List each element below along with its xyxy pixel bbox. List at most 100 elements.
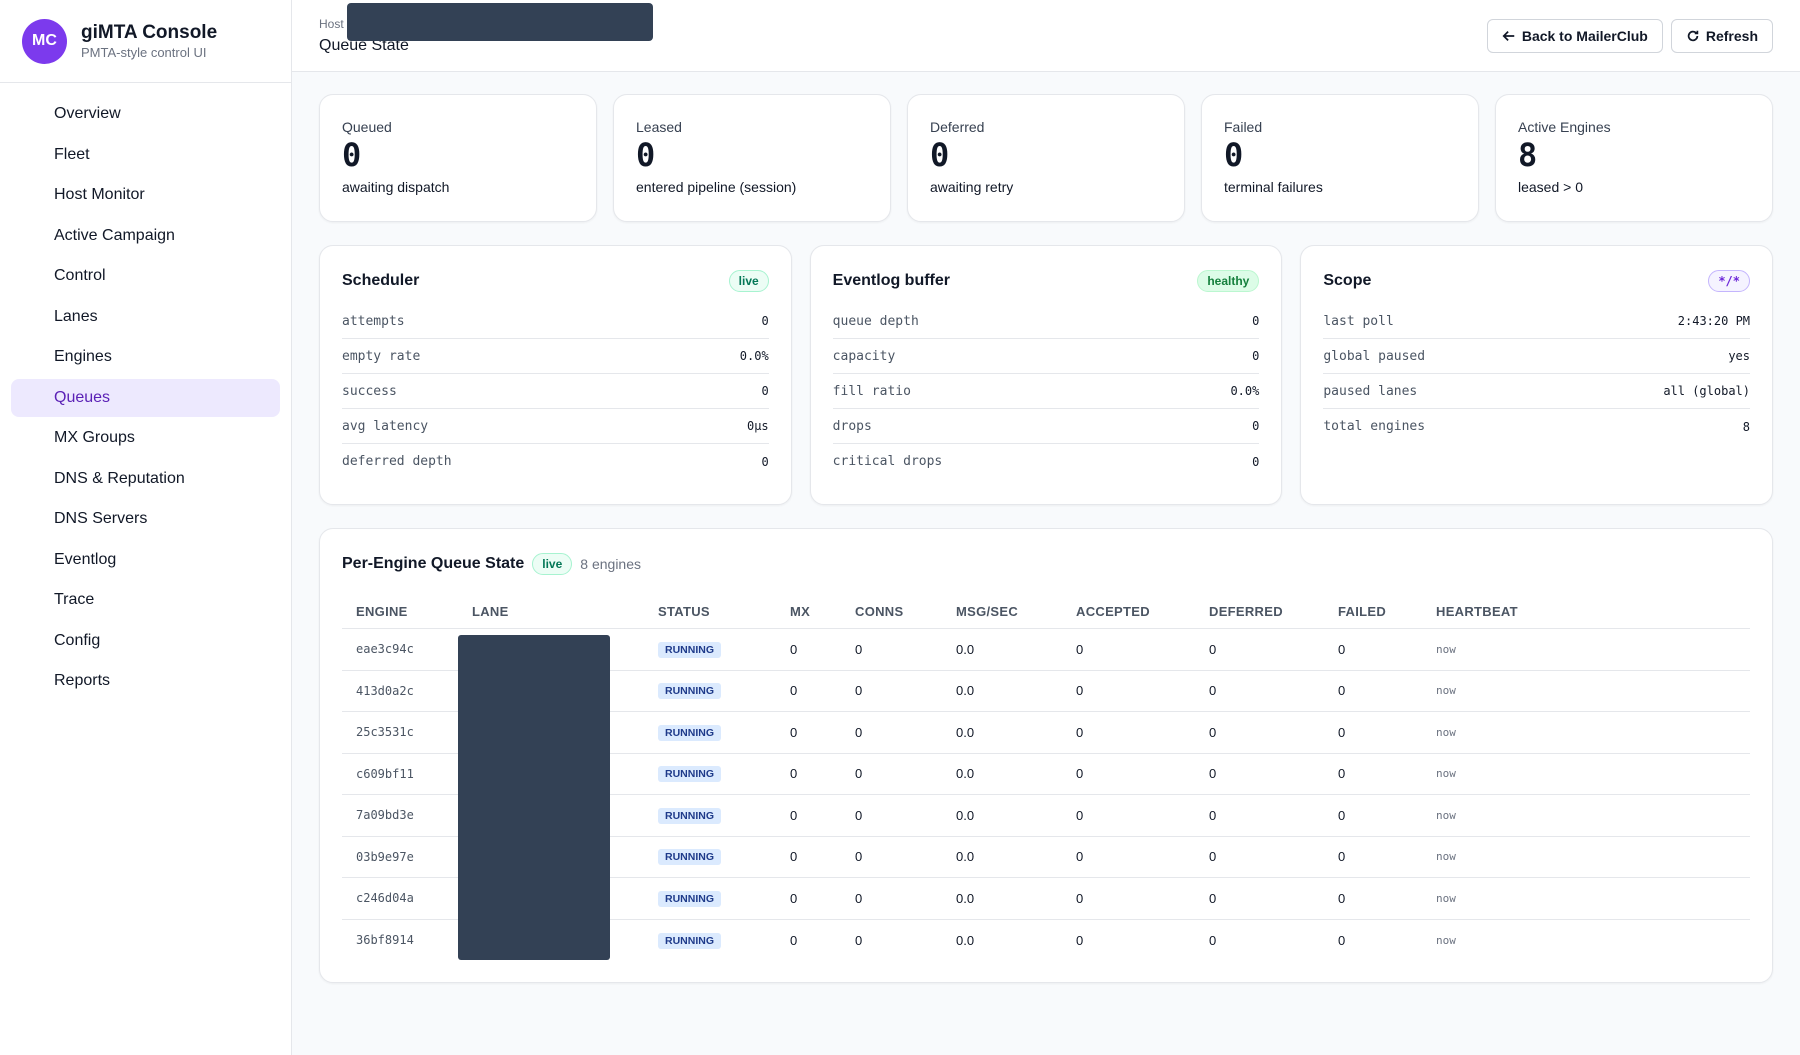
sidebar-item-lanes[interactable]: Lanes bbox=[11, 298, 280, 336]
stat-subtitle: awaiting retry bbox=[930, 179, 1014, 195]
sidebar-nav: Overview Fleet Host Monitor Active Campaign… bbox=[0, 83, 291, 715]
sidebar-item-config[interactable]: Config bbox=[11, 622, 280, 660]
sidebar-item-host-monitor[interactable]: Host Monitor bbox=[11, 176, 280, 214]
kv-row: last poll 2:43:20 PM bbox=[1323, 304, 1751, 339]
status-cell: RUNNING bbox=[644, 836, 776, 878]
engine-id-cell[interactable]: 7a09bd3e bbox=[342, 794, 458, 837]
sidebar-item-fleet[interactable]: Fleet bbox=[11, 136, 280, 174]
table-row[interactable]: 413d0a2c RUNNING 0 0 0.0 0 0 0 now bbox=[342, 670, 1750, 712]
failed-cell: 0 bbox=[1324, 628, 1422, 671]
stat-label-row: Failed bbox=[1224, 119, 1456, 135]
list-icon bbox=[25, 389, 42, 406]
sidebar-item-mx-groups[interactable]: MX Groups bbox=[11, 419, 280, 457]
column-header-mx[interactable]: MX bbox=[776, 595, 841, 629]
stat-label: Queued bbox=[342, 119, 392, 135]
sidebar-item-trace[interactable]: Trace bbox=[11, 581, 280, 619]
sidebar-item-label: Eventlog bbox=[54, 550, 117, 568]
kv-value: 2:43:20 PM bbox=[1677, 314, 1751, 328]
scheduler-status-badge: live bbox=[728, 270, 769, 292]
status-cell: RUNNING bbox=[644, 877, 776, 920]
table-row[interactable]: c609bf11 RUNNING 0 0 0.0 0 0 0 now bbox=[342, 753, 1750, 795]
conns-cell: 0 bbox=[841, 836, 942, 878]
sidebar-item-label: Fleet bbox=[54, 145, 90, 163]
engine-id-cell[interactable]: 03b9e97e bbox=[342, 836, 458, 878]
kv-value: 0 bbox=[1252, 419, 1260, 433]
engine-id-cell[interactable]: 36bf8914 bbox=[356, 933, 414, 947]
column-header-accepted[interactable]: ACCEPTED bbox=[1062, 595, 1195, 629]
column-header-lane[interactable]: LANE bbox=[458, 595, 644, 629]
status-cell: RUNNING bbox=[644, 919, 776, 961]
engine-id-cell[interactable]: eae3c94c bbox=[342, 628, 458, 671]
page-title: Queue State bbox=[319, 36, 409, 54]
share-icon bbox=[25, 430, 42, 447]
column-header-status[interactable]: STATUS bbox=[644, 595, 776, 629]
breadcrumb-host[interactable]: Host bbox=[319, 16, 344, 31]
table-header-row: ENGINE LANE STATUS MX CONNS MSG/SEC ACCEPTED DE… bbox=[342, 595, 1750, 629]
engine-id-cell[interactable]: 413d0a2c bbox=[342, 670, 458, 712]
eventlog-panel: Eventlog buffer healthy queue depth 0 capa… bbox=[809, 245, 1283, 505]
kv-key: success bbox=[342, 383, 397, 399]
engine-id-cell[interactable]: c609bf11 bbox=[342, 753, 458, 795]
heartbeat-cell: now bbox=[1422, 753, 1750, 795]
sidebar-item-reports[interactable]: Reports bbox=[11, 662, 280, 700]
sidebar-item-dns-servers[interactable]: DNS Servers bbox=[11, 500, 280, 538]
status-badge: RUNNING bbox=[658, 683, 721, 700]
stat-value: 0 bbox=[636, 136, 656, 174]
mx-cell: 0 bbox=[776, 836, 841, 878]
table-row[interactable]: eae3c94c RUNNING 0 0 0.0 0 0 0 now bbox=[342, 628, 1750, 960]
kv-key: critical drops bbox=[832, 454, 943, 469]
column-header-engine[interactable]: ENGINE bbox=[342, 595, 458, 629]
kv-row: capacity 0 bbox=[832, 339, 1260, 374]
kv-value: 0 bbox=[761, 314, 769, 328]
scope-title: Scope bbox=[1323, 272, 1372, 289]
status-cell: RUNNING bbox=[644, 753, 776, 795]
heartbeat-cell: now bbox=[1422, 628, 1750, 671]
stat-card-failed: Failed 0 terminal failures bbox=[1201, 94, 1479, 222]
conns-cell: 0 bbox=[841, 877, 942, 920]
engine-id-cell[interactable]: c246d04a bbox=[342, 877, 458, 920]
kv-row: avg latency 0µs bbox=[342, 409, 769, 444]
refresh-button[interactable]: Refresh bbox=[1670, 18, 1773, 53]
pause-circle-icon bbox=[25, 268, 42, 285]
engine-id-cell[interactable]: 25c3531c bbox=[342, 711, 458, 754]
deferred-cell: 0 bbox=[1195, 836, 1324, 878]
table-row[interactable]: 36bf8914 RUNNING 0 0 0.0 0 0 0 now bbox=[342, 919, 1750, 961]
table-row[interactable]: 7a09bd3e RUNNING 0 0 0.0 0 0 0 now bbox=[342, 794, 1750, 837]
arrow-left-icon bbox=[1502, 30, 1515, 41]
table-row[interactable]: 25c3531c RUNNING 0 0 0.0 0 0 0 now bbox=[342, 711, 1750, 754]
stat-label: Leased bbox=[636, 119, 682, 135]
status-cell: RUNNING bbox=[644, 711, 776, 754]
table-row[interactable]: c246d04a RUNNING 0 0 0.0 0 0 0 now bbox=[342, 877, 1750, 920]
accepted-cell: 0 bbox=[1062, 836, 1195, 878]
kv-key: empty rate bbox=[342, 348, 421, 364]
sidebar-item-eventlog[interactable]: Eventlog bbox=[11, 541, 280, 579]
sidebar-item-control[interactable]: Control bbox=[11, 257, 280, 295]
stat-label-row: Active Engines bbox=[1518, 119, 1750, 135]
sidebar-item-engines[interactable]: Engines bbox=[11, 338, 280, 376]
kv-value: 0 bbox=[761, 384, 769, 398]
back-button[interactable]: Back to MailerClub bbox=[1486, 18, 1663, 53]
column-header-deferred[interactable]: DEFERRED bbox=[1195, 595, 1324, 629]
column-header-conns[interactable]: CONNS bbox=[841, 595, 942, 629]
column-header-failed[interactable]: FAILED bbox=[1324, 595, 1422, 629]
kv-row: success 0 bbox=[342, 374, 769, 409]
deferred-cell: 0 bbox=[1195, 670, 1324, 712]
mx-cell: 0 bbox=[776, 628, 841, 671]
stat-label-row: Queued bbox=[342, 119, 574, 135]
column-header-msg-sec[interactable]: MSG/SEC bbox=[942, 595, 1062, 629]
failed-cell: 0 bbox=[1324, 711, 1422, 754]
back-button-label: Back to MailerClub bbox=[1521, 27, 1648, 44]
sidebar-item-dns-reputation[interactable]: DNS & Reputation bbox=[11, 460, 280, 498]
sidebar-item-overview[interactable]: Overview bbox=[11, 95, 280, 133]
kv-key: last poll bbox=[1323, 313, 1394, 329]
column-header-heartbeat[interactable]: HEARTBEAT bbox=[1422, 595, 1750, 629]
sidebar-item-active-campaign[interactable]: Active Campaign bbox=[11, 217, 280, 255]
accepted-cell: 0 bbox=[1062, 877, 1195, 920]
server-icon bbox=[25, 187, 42, 204]
table-row[interactable]: 03b9e97e RUNNING 0 0 0.0 0 0 0 now bbox=[342, 836, 1750, 878]
sidebar-item-label: Reports bbox=[54, 672, 111, 689]
sidebar-item-queues[interactable]: Queues bbox=[11, 378, 280, 417]
msgsec-cell: 0.0 bbox=[942, 836, 1062, 878]
mx-cell: 0 bbox=[776, 794, 841, 837]
kv-key: fill ratio bbox=[832, 383, 911, 399]
